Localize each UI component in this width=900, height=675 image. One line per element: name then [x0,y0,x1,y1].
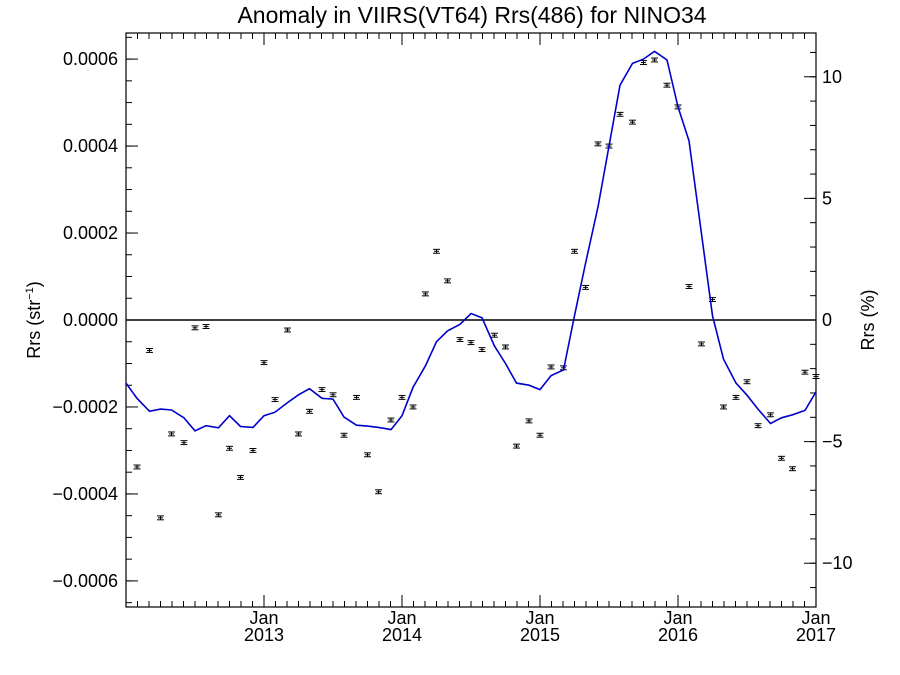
data-point [364,452,371,458]
data-point [283,327,291,333]
data-point [801,369,809,375]
data-point [697,341,705,347]
data-point [628,119,636,125]
right-tick-label: 0 [822,310,832,330]
data-point [743,379,751,385]
data-point [616,111,624,117]
data-point [536,432,544,438]
data-point [433,248,440,254]
data-point [180,440,188,446]
data-point [525,418,533,424]
data-point [340,432,348,438]
data-point [306,408,314,414]
data-point [168,431,176,437]
left-tick-label: 0.0000 [63,310,118,330]
data-point [226,445,233,451]
data-point [582,284,590,290]
x-tick-year: 2016 [658,625,698,645]
data-point [444,278,452,284]
data-point [547,364,555,370]
x-tick-year: 2017 [796,625,836,645]
left-tick-label: 0.0002 [63,223,118,243]
data-point [663,82,671,88]
left-tick-label: −0.0002 [52,397,118,417]
data-point [387,417,395,423]
x-tick-year: 2015 [520,625,560,645]
data-point [766,412,774,418]
x-tick-month: Jan [663,608,692,628]
data-point [329,392,337,398]
anomaly-line [125,50,817,432]
data-point [271,397,279,403]
data-point [594,141,602,147]
data-point [352,394,360,400]
x-tick-month: Jan [525,608,554,628]
data-point [260,360,268,366]
x-tick-month: Jan [387,608,416,628]
left-axis-title: Rrs (str−1) [24,281,44,359]
chart-title: Anomaly in VIIRS(VT64) Rrs(486) for NINO… [237,2,706,28]
x-tick-month: Jan [249,608,278,628]
data-point [295,431,302,437]
data-point [145,347,153,353]
data-point [778,455,785,461]
data-point [720,404,728,410]
data-point [237,474,245,480]
data-point [513,443,521,449]
data-point [157,515,164,521]
left-y-axis: −0.0006 −0.0004 −0.0002 0.0000 0.0002 0.0004 0… [52,36,138,604]
data-point [651,57,659,63]
data-point [754,423,762,429]
data-point [490,332,498,338]
data-point [409,404,417,410]
data-point [467,340,475,346]
x-tick-year: 2014 [382,625,422,645]
right-tick-label: −10 [822,553,853,573]
data-point [502,344,509,350]
data-point [456,337,464,343]
data-point [571,248,578,254]
left-tick-label: −0.0004 [52,484,118,504]
data-point [732,394,740,400]
data-point [191,325,199,331]
right-y-axis: −10 −5 0 5 10 [804,51,853,589]
data-point [398,394,406,400]
data-point [789,466,797,472]
right-axis-title: Rrs (%) [858,290,878,351]
right-tick-label: 5 [822,188,832,208]
data-point [249,447,257,453]
right-tick-label: −5 [822,432,843,452]
x-tick-month: Jan [801,608,830,628]
right-tick-label: 10 [822,67,842,87]
left-tick-label: −0.0006 [52,571,118,591]
x-tick-year: 2013 [244,625,284,645]
data-point [685,284,693,289]
data-point [202,324,210,329]
data-point [133,464,141,470]
data-point [421,291,429,297]
data-point [812,374,820,379]
left-tick-label: 0.0004 [63,136,118,156]
data-point [640,60,647,66]
data-points [133,57,820,521]
data-point [478,347,486,353]
data-point [214,512,222,518]
data-point [318,387,326,393]
data-point [375,489,383,495]
left-tick-label: 0.0006 [63,49,118,69]
